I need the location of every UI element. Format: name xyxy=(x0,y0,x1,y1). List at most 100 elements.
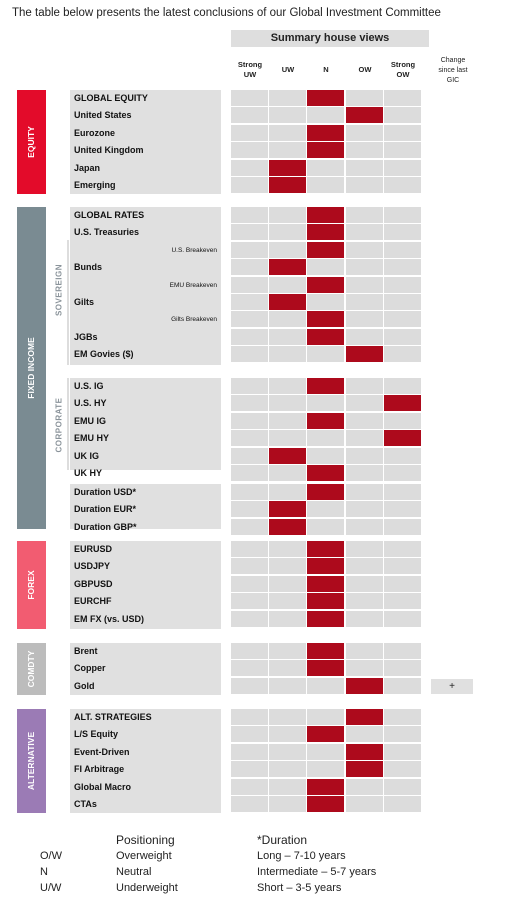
view-cell-active xyxy=(307,224,344,241)
view-cell xyxy=(231,224,268,241)
legend-duration-intermediate: Intermediate – 5-7 years xyxy=(257,866,377,878)
view-cell xyxy=(269,709,306,725)
view-cell-active xyxy=(307,90,344,106)
row-label: GLOBAL EQUITY xyxy=(74,93,148,103)
intro-text: The table below presents the latest conc… xyxy=(12,7,441,19)
col-header-strong-ow: Strong OW xyxy=(390,60,416,79)
view-cell xyxy=(231,484,268,500)
view-cell xyxy=(231,346,268,363)
view-cell xyxy=(384,241,421,258)
view-cell-active xyxy=(346,761,383,778)
view-cell xyxy=(231,177,268,193)
legend-positioning-title: Positioning xyxy=(116,833,175,847)
row-label: Eurozone xyxy=(74,127,116,138)
row-label: EM FX (vs. USD) xyxy=(74,613,145,624)
group-bg-corporate xyxy=(70,378,221,470)
view-cell xyxy=(307,177,344,193)
view-cell xyxy=(231,743,268,760)
view-cell xyxy=(307,677,344,694)
view-cell xyxy=(384,311,421,328)
band-equity: EQUITY xyxy=(17,90,46,194)
view-cell xyxy=(269,465,306,481)
change-cell: + xyxy=(431,678,473,694)
view-cell-active xyxy=(346,107,383,124)
band-equity-label: EQUITY xyxy=(26,126,36,158)
view-cell xyxy=(269,395,306,412)
view-cell-active xyxy=(269,294,306,310)
view-cell xyxy=(346,241,383,258)
view-cell xyxy=(384,142,421,159)
view-cell xyxy=(346,124,383,141)
view-cell-active xyxy=(269,518,306,535)
view-cell xyxy=(269,378,306,394)
view-cell xyxy=(346,796,383,812)
row-label: GLOBAL RATES xyxy=(74,210,145,220)
row-label: EM Govies ($) xyxy=(74,349,134,360)
view-cell xyxy=(231,124,268,141)
view-cell xyxy=(346,643,383,659)
view-cell-active xyxy=(307,778,344,795)
view-cell xyxy=(307,294,344,310)
sub-label-corporate: CORPORATE xyxy=(54,397,64,453)
view-cell-active xyxy=(307,575,344,592)
band-comdty: COMDTY xyxy=(17,643,46,695)
view-cell xyxy=(269,575,306,592)
view-cell xyxy=(231,575,268,592)
view-cell-active xyxy=(307,558,344,575)
row-label: L/S Equity xyxy=(74,729,119,740)
view-cell xyxy=(384,726,421,743)
view-cell xyxy=(231,761,268,778)
view-cell xyxy=(269,593,306,610)
view-cell xyxy=(269,660,306,677)
view-cell xyxy=(231,778,268,795)
row-label: EMU IG xyxy=(74,415,107,426)
group-bg-sovereign xyxy=(70,207,221,365)
view-cell xyxy=(384,259,421,276)
row-label: UK HY xyxy=(74,468,103,478)
view-cell-active xyxy=(269,501,306,518)
row-label: EURUSD xyxy=(74,544,113,554)
view-cell xyxy=(231,395,268,412)
view-cell xyxy=(307,709,344,725)
view-cell xyxy=(231,328,268,345)
row-label: Copper xyxy=(74,663,106,674)
view-cell xyxy=(384,465,421,481)
row-label: United States xyxy=(74,110,132,121)
band-forex: FOREX xyxy=(17,541,46,629)
view-cell xyxy=(346,465,383,481)
view-cell xyxy=(384,660,421,677)
view-cell xyxy=(231,207,268,223)
view-cell xyxy=(384,761,421,778)
legend-abbr-ow: O/W xyxy=(40,850,62,862)
view-cell xyxy=(346,593,383,610)
view-cell xyxy=(269,241,306,258)
view-cell-active xyxy=(307,378,344,394)
view-cell xyxy=(307,430,344,447)
legend-duration-long: Long – 7-10 years xyxy=(257,850,346,862)
view-cell xyxy=(346,726,383,743)
row-label: USDJPY xyxy=(74,561,111,572)
legend-abbr-n: N xyxy=(40,866,48,878)
view-cell xyxy=(384,541,421,557)
row-label: Japan xyxy=(74,162,101,173)
summary-header: Summary house views xyxy=(231,30,429,47)
view-cell xyxy=(384,276,421,293)
view-cell-active xyxy=(307,207,344,223)
view-cell xyxy=(346,778,383,795)
view-cell xyxy=(384,107,421,124)
view-cell xyxy=(269,743,306,760)
view-cell xyxy=(269,107,306,124)
view-cell-active xyxy=(307,142,344,159)
view-cell xyxy=(346,207,383,223)
view-cell xyxy=(346,518,383,535)
view-cell xyxy=(231,465,268,481)
row-label: EURCHF xyxy=(74,596,112,607)
view-cell xyxy=(231,412,268,429)
view-cell-active xyxy=(307,276,344,293)
view-cell xyxy=(346,412,383,429)
view-cell-active xyxy=(307,484,344,500)
view-cell xyxy=(384,294,421,310)
view-cell xyxy=(346,224,383,241)
band-alternative: ALTERNATIVE xyxy=(17,709,46,813)
view-cell xyxy=(231,259,268,276)
